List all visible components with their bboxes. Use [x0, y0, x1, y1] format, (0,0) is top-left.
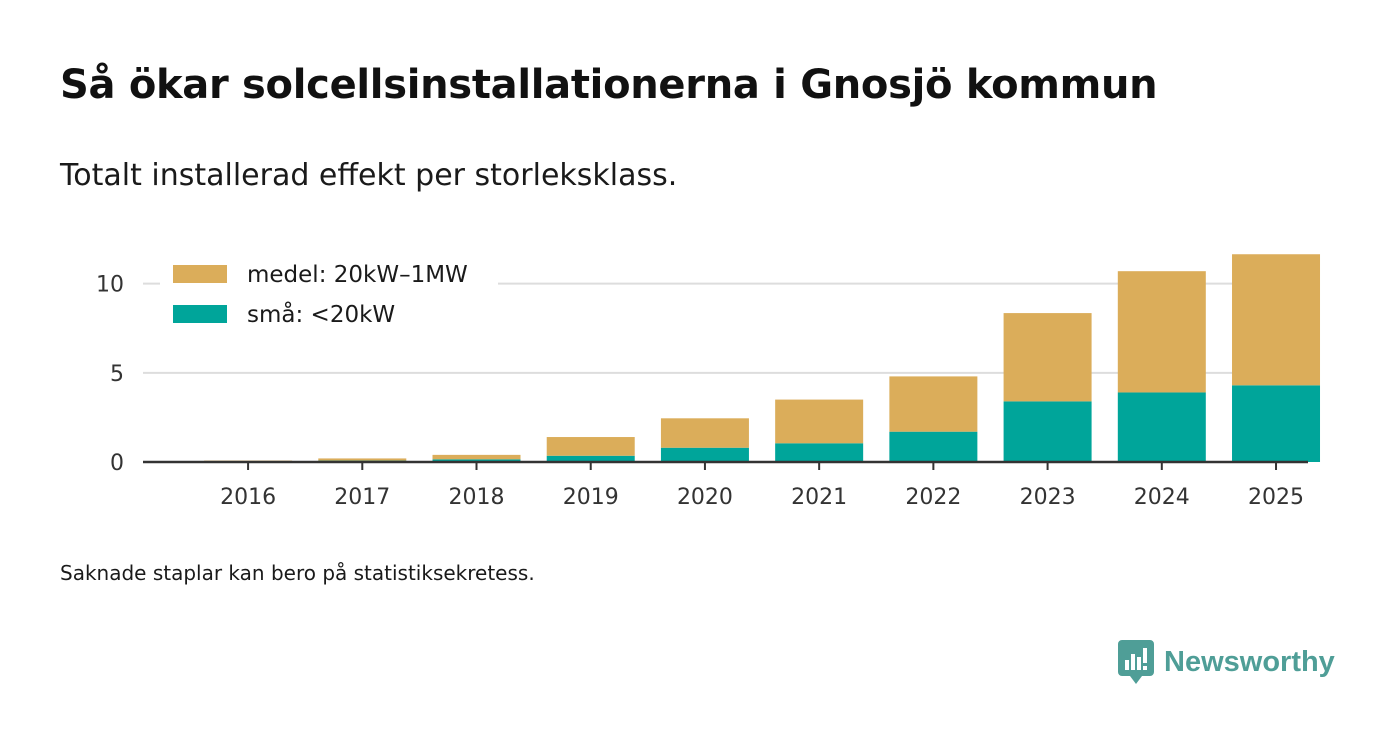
x-tick-label: 2019 — [563, 485, 619, 510]
x-tick-label: 2023 — [1020, 485, 1076, 510]
bar-medel-2018[interactable] — [432, 454, 521, 460]
bar-sma-2023[interactable] — [1003, 401, 1092, 462]
bar-sma-2019[interactable] — [546, 455, 635, 462]
bar-medel-2020[interactable] — [660, 418, 749, 448]
bar-medel-2017[interactable] — [318, 458, 407, 461]
brand-name: Newsworthy — [1164, 645, 1335, 678]
x-tick-label: 2024 — [1134, 485, 1190, 510]
legend-label-0: medel: 20kW–1MW — [247, 262, 468, 288]
bar-sma-2024[interactable] — [1117, 392, 1206, 462]
bar-medel-2024[interactable] — [1117, 271, 1206, 393]
footnote: Saknade staplar kan bero på statistiksek… — [60, 561, 535, 585]
bar-medel-2025[interactable] — [1232, 254, 1321, 386]
x-tick-label: 2017 — [334, 485, 390, 510]
brand-logo[interactable]: Newsworthy — [1118, 640, 1335, 684]
x-tick-label: 2018 — [449, 485, 505, 510]
bar-sma-2020[interactable] — [660, 447, 749, 462]
x-tick-label: 2016 — [220, 485, 276, 510]
legend-swatch-1 — [173, 305, 227, 323]
newsworthy-logo-icon — [1118, 640, 1154, 684]
legend-label-1: små: <20kW — [247, 300, 395, 328]
x-tick-label: 2022 — [905, 485, 961, 510]
bar-medel-2021[interactable] — [775, 399, 864, 444]
stacked-bar-chart: 0 5 10 2016 2017 2018 2019 2020 2021 2022 2023 2024… — [96, 254, 1321, 510]
legend-swatch-0 — [173, 265, 227, 283]
x-tick-label: 2021 — [791, 485, 847, 510]
bar-sma-2021[interactable] — [775, 443, 864, 462]
bar-sma-2018[interactable] — [432, 459, 521, 462]
x-tick-label: 2025 — [1248, 485, 1304, 510]
bar-medel-2019[interactable] — [546, 437, 635, 456]
bar-medel-2023[interactable] — [1003, 313, 1092, 402]
bar-medel-2022[interactable] — [889, 376, 978, 432]
x-tick-label: 2020 — [677, 485, 733, 510]
chart-subtitle: Totalt installerad effekt per storlekskl… — [60, 158, 678, 193]
bar-sma-2025[interactable] — [1232, 385, 1321, 462]
y-tick-label: 10 — [96, 273, 124, 298]
y-tick-label: 0 — [110, 451, 124, 476]
chart-title: Så ökar solcellsinstallationerna i Gnosj… — [60, 62, 1158, 108]
bar-sma-2022[interactable] — [889, 431, 978, 462]
y-tick-label: 5 — [110, 362, 124, 387]
